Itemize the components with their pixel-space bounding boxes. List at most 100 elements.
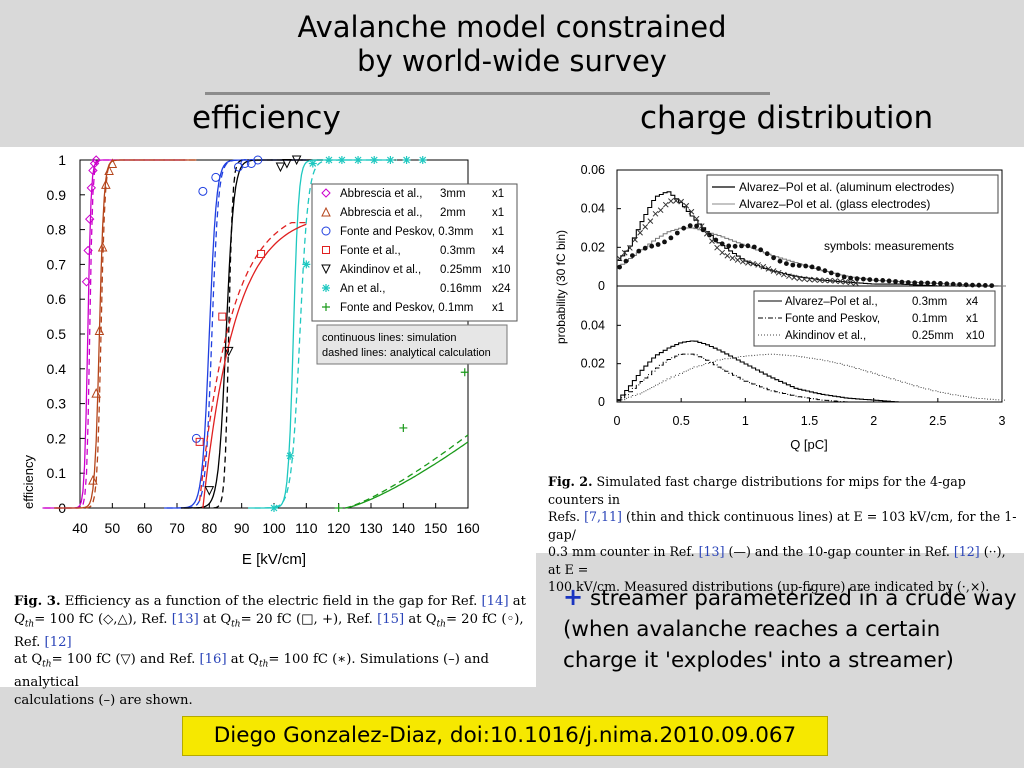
measurement-dot: [642, 245, 648, 251]
legend-label: Fonte and Peskov, 0.3mm: [340, 226, 473, 238]
measurement-dot: [630, 253, 635, 258]
data-point-triangle-down: [204, 486, 215, 496]
data-point-circle: [211, 172, 221, 182]
measurement-dot: [636, 248, 642, 254]
data-point-star: [337, 156, 346, 164]
legend-label: Akindinov et al.,: [785, 330, 866, 342]
measurement-dot: [809, 264, 815, 270]
measurement-dot: [694, 223, 699, 229]
efficiency-curve: [254, 159, 397, 509]
x-tick-label: 0: [614, 414, 621, 428]
fig3-caption-text: at Q: [202, 611, 232, 627]
data-point-star: [354, 156, 363, 164]
measurement-dot: [726, 243, 732, 249]
legend-size: 2mm: [440, 207, 466, 219]
measurement-cross: [709, 238, 715, 244]
legend-gaps: x24: [492, 283, 511, 295]
ref-link-14[interactable]: [14]: [481, 594, 509, 609]
data-point-triangle: [97, 241, 108, 252]
efficiency-curve: [344, 434, 469, 509]
ref-link-7-11[interactable]: [7,11]: [584, 509, 622, 524]
fig3-caption: Fig. 3. Efficiency as a function of the …: [14, 593, 526, 709]
data-point-triangle: [91, 388, 101, 398]
ref-link-13[interactable]: [13]: [171, 611, 199, 627]
data-point-triangle: [101, 179, 111, 189]
data-point-square: [218, 312, 227, 321]
efficiency-curve: [345, 441, 469, 509]
measurement-dot: [963, 282, 969, 288]
efficiency-curve: [180, 159, 324, 509]
measurement-dot: [899, 279, 905, 285]
measurement-cross: [765, 266, 772, 272]
title-divider: [205, 92, 770, 95]
measurement-cross: [626, 245, 633, 251]
measurement-dot: [976, 282, 982, 288]
note-line-simulation: continuous lines: simulation: [322, 332, 457, 344]
ref-link-16[interactable]: [16]: [199, 652, 227, 668]
measurement-cross: [729, 255, 736, 261]
measurement-dot: [784, 261, 789, 266]
legend-label: Fonte et al.,: [340, 245, 401, 257]
measurement-dot: [873, 277, 879, 283]
measurement-cross: [791, 274, 797, 281]
data-point-triangle: [104, 165, 114, 175]
data-point-square: [322, 246, 330, 254]
charge-bottom-legend: Alvarez–Pol et al., 0.3mm x4 Fonte and Pesk…: [753, 290, 996, 347]
ref-link-12[interactable]: [12]: [953, 544, 980, 559]
legend-row: Akindinov et al., 0.25mm x10: [758, 330, 985, 342]
fig2-caption-text: (··), at E =: [548, 544, 1006, 577]
fig3-caption-text: at Q: [14, 652, 43, 668]
data-point-star: [386, 156, 395, 164]
measurement-cross: [745, 260, 751, 266]
ref-link-12[interactable]: [12]: [44, 634, 72, 650]
measurement-dot: [764, 251, 770, 257]
measurement-cross: [642, 224, 649, 230]
efficiency-y-axis-label: efficiency: [21, 455, 36, 509]
measurement-dot: [796, 263, 802, 268]
x-tick-label: 160: [456, 520, 480, 536]
legend-size: 0.1mm: [912, 313, 947, 325]
note-line-analytical: dashed lines: analytical calculation: [322, 347, 491, 359]
fig3-caption-text: = 100 fC (◇,△), Ref.: [34, 611, 168, 627]
legend-row: Fonte and Peskov, 0.1mm x1: [322, 302, 504, 314]
y-tick-label: 0.04: [581, 202, 605, 216]
measurement-dot: [649, 243, 655, 249]
ref-link-13[interactable]: [13]: [698, 544, 725, 559]
measurement-cross: [775, 269, 782, 276]
legend-size: 0.16mm: [440, 283, 482, 295]
fig3-caption-text: th: [231, 619, 241, 630]
measurement-dot: [918, 280, 924, 286]
measurement-dot: [867, 277, 873, 282]
legend-size: 0.25mm: [912, 330, 954, 342]
legend-row: Abbrescia et al., 3mm x1: [321, 188, 504, 200]
measurement-dot: [848, 275, 853, 281]
x-tick-label: 50: [105, 520, 121, 536]
data-point-triangle-down: [291, 155, 302, 166]
measurement-cross: [837, 278, 844, 285]
measurement-dot: [790, 262, 796, 268]
data-point-triangle: [107, 158, 118, 168]
data-point-plus: [399, 423, 408, 432]
measurement-dot: [841, 274, 847, 280]
data-point-diamond: [83, 245, 93, 256]
heading-efficiency: efficiency: [192, 100, 341, 136]
measurement-dot: [617, 264, 622, 270]
slide-title: Avalanche model constrained by world-wid…: [0, 10, 1024, 78]
measurement-cross: [657, 207, 664, 214]
data-point-star: [402, 156, 411, 164]
ref-link-15[interactable]: [15]: [377, 611, 405, 627]
measurement-cross: [822, 277, 828, 284]
x-tick-label: 130: [359, 520, 383, 536]
measurement-cross: [786, 273, 792, 280]
measurement-dot: [700, 227, 706, 233]
y-tick-label: 0.6: [47, 291, 67, 307]
legend-label: Abbrescia et al.,: [340, 207, 422, 219]
data-point-circle: [198, 186, 208, 196]
y-tick-label: 0.1: [47, 465, 67, 481]
data-point-triangle-down: [321, 264, 331, 275]
fig3-caption-text: = 100 fC (▽) and Ref.: [51, 652, 196, 668]
measurement-cross: [698, 223, 705, 229]
streamer-note-text: streamer parameterized in a crude way (w…: [563, 586, 1017, 673]
x-tick-label: 110: [295, 520, 318, 536]
fig2-caption-text: Simulated fast charge distributions for …: [548, 474, 966, 507]
